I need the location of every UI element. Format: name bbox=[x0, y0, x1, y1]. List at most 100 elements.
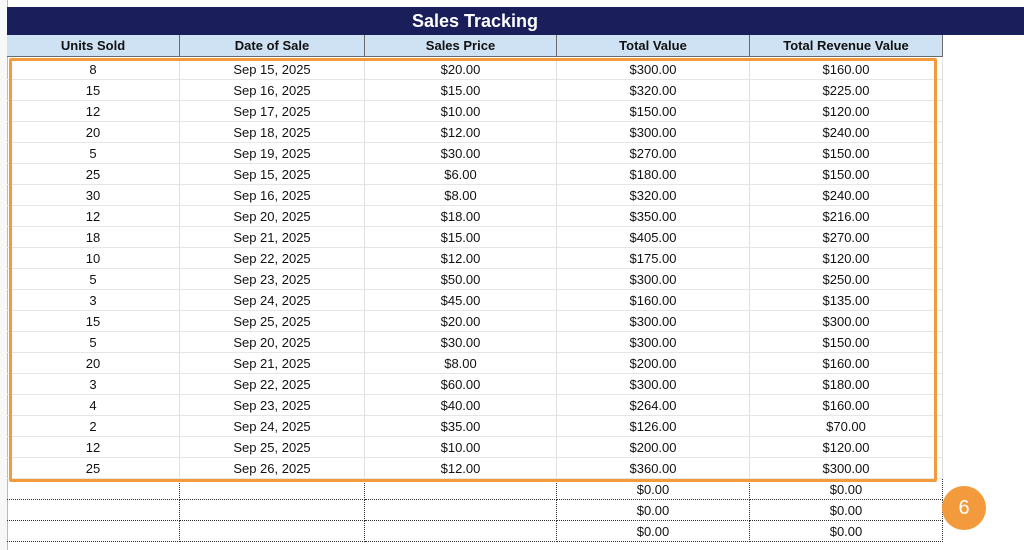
table-cell: $180.00 bbox=[750, 374, 943, 395]
table-cell: $8.00 bbox=[365, 185, 557, 206]
table-cell: Sep 22, 2025 bbox=[180, 248, 365, 269]
table-cell: $160.00 bbox=[750, 395, 943, 416]
table-cell: 5 bbox=[7, 269, 180, 290]
table-cell: 25 bbox=[7, 458, 180, 479]
empty-cell bbox=[180, 500, 365, 521]
table-cell: $160.00 bbox=[750, 59, 943, 80]
table-cell: $50.00 bbox=[365, 269, 557, 290]
table-cell: Sep 25, 2025 bbox=[180, 311, 365, 332]
table-cell: Sep 25, 2025 bbox=[180, 437, 365, 458]
table-cell: $300.00 bbox=[557, 122, 750, 143]
table-cell: $0.00 bbox=[750, 479, 943, 500]
table-cell: 20 bbox=[7, 353, 180, 374]
empty-cell bbox=[7, 479, 180, 500]
table-cell: $270.00 bbox=[557, 143, 750, 164]
table-cell: Sep 26, 2025 bbox=[180, 458, 365, 479]
table-cell: $20.00 bbox=[365, 311, 557, 332]
table-cell: $300.00 bbox=[750, 458, 943, 479]
table-cell: $160.00 bbox=[750, 353, 943, 374]
empty-cell bbox=[365, 521, 557, 542]
table-cell: 12 bbox=[7, 101, 180, 122]
table-cell: 8 bbox=[7, 59, 180, 80]
table-cell: $40.00 bbox=[365, 395, 557, 416]
table-cell: 5 bbox=[7, 143, 180, 164]
empty-cell bbox=[7, 500, 180, 521]
table-cell: $15.00 bbox=[365, 227, 557, 248]
table-cell: $160.00 bbox=[557, 290, 750, 311]
empty-cell bbox=[365, 500, 557, 521]
table-cell: $0.00 bbox=[750, 521, 943, 542]
table-cell: $300.00 bbox=[750, 311, 943, 332]
table-cell: Sep 21, 2025 bbox=[180, 353, 365, 374]
table-cell: $180.00 bbox=[557, 164, 750, 185]
table-cell: $350.00 bbox=[557, 206, 750, 227]
table-cell: 12 bbox=[7, 437, 180, 458]
table-cell: 15 bbox=[7, 80, 180, 101]
empty-cell bbox=[365, 479, 557, 500]
column-header: Date of Sale bbox=[180, 35, 365, 57]
table-cell: $150.00 bbox=[557, 101, 750, 122]
table-cell: $60.00 bbox=[365, 374, 557, 395]
table-cell: Sep 18, 2025 bbox=[180, 122, 365, 143]
table-cell: $270.00 bbox=[750, 227, 943, 248]
column-header: Sales Price bbox=[365, 35, 557, 57]
table-cell: $360.00 bbox=[557, 458, 750, 479]
table-cell: $320.00 bbox=[557, 185, 750, 206]
table-cell: Sep 23, 2025 bbox=[180, 269, 365, 290]
table-cell: $8.00 bbox=[365, 353, 557, 374]
table-cell: $150.00 bbox=[750, 143, 943, 164]
table-cell: Sep 19, 2025 bbox=[180, 143, 365, 164]
empty-cell bbox=[180, 521, 365, 542]
table-cell: $0.00 bbox=[557, 521, 750, 542]
table-cell: Sep 22, 2025 bbox=[180, 374, 365, 395]
table-cell: Sep 21, 2025 bbox=[180, 227, 365, 248]
table-cell: $10.00 bbox=[365, 101, 557, 122]
table-cell: $0.00 bbox=[557, 479, 750, 500]
table-cell: Sep 24, 2025 bbox=[180, 290, 365, 311]
table-cell: Sep 20, 2025 bbox=[180, 332, 365, 353]
empty-cell bbox=[180, 479, 365, 500]
table-cell: $120.00 bbox=[750, 437, 943, 458]
table-cell: $240.00 bbox=[750, 122, 943, 143]
table-cell: $12.00 bbox=[365, 458, 557, 479]
table-cell: Sep 15, 2025 bbox=[180, 59, 365, 80]
table-cell: 20 bbox=[7, 122, 180, 143]
table-cell: Sep 24, 2025 bbox=[180, 416, 365, 437]
table-cell: 3 bbox=[7, 290, 180, 311]
table-cell: $240.00 bbox=[750, 185, 943, 206]
table-cell: $300.00 bbox=[557, 311, 750, 332]
table-cell: 5 bbox=[7, 332, 180, 353]
table-cell: $264.00 bbox=[557, 395, 750, 416]
table-cell: $70.00 bbox=[750, 416, 943, 437]
table-cell: 2 bbox=[7, 416, 180, 437]
table-cell: $120.00 bbox=[750, 248, 943, 269]
table-cell: Sep 15, 2025 bbox=[180, 164, 365, 185]
table-cell: Sep 20, 2025 bbox=[180, 206, 365, 227]
row-gutter bbox=[0, 0, 8, 550]
sheet-title: Sales Tracking bbox=[7, 7, 943, 35]
column-header: Total Revenue Value bbox=[750, 35, 943, 57]
table-cell: $126.00 bbox=[557, 416, 750, 437]
table-cell: $12.00 bbox=[365, 248, 557, 269]
table-cell: $20.00 bbox=[365, 59, 557, 80]
table-cell: Sep 17, 2025 bbox=[180, 101, 365, 122]
table-cell: $45.00 bbox=[365, 290, 557, 311]
table-cell: $175.00 bbox=[557, 248, 750, 269]
table-cell: $200.00 bbox=[557, 437, 750, 458]
table-cell: $200.00 bbox=[557, 353, 750, 374]
table-cell: $120.00 bbox=[750, 101, 943, 122]
table-cell: $0.00 bbox=[750, 500, 943, 521]
empty-cell bbox=[7, 521, 180, 542]
table-cell: 18 bbox=[7, 227, 180, 248]
table-cell: $225.00 bbox=[750, 80, 943, 101]
table-cell: $30.00 bbox=[365, 143, 557, 164]
table-cell: $250.00 bbox=[750, 269, 943, 290]
table-cell: $150.00 bbox=[750, 164, 943, 185]
table-cell: 4 bbox=[7, 395, 180, 416]
table-cell: $216.00 bbox=[750, 206, 943, 227]
table-cell: $405.00 bbox=[557, 227, 750, 248]
column-header: Total Value bbox=[557, 35, 750, 57]
table-cell: 15 bbox=[7, 311, 180, 332]
table-cell: $150.00 bbox=[750, 332, 943, 353]
